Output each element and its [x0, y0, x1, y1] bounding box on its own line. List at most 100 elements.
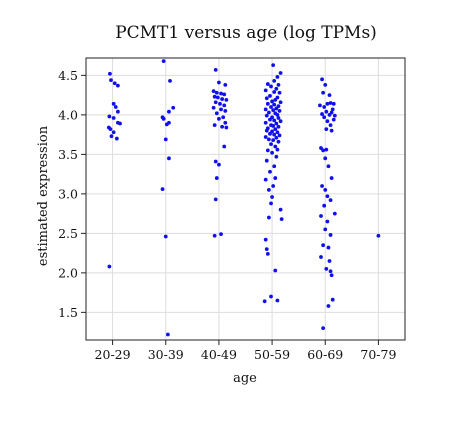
data-point	[275, 112, 280, 117]
data-point	[118, 121, 122, 126]
data-point	[321, 90, 326, 95]
data-point	[109, 134, 114, 139]
series-40-49	[211, 67, 229, 238]
data-point	[269, 294, 273, 299]
data-point	[264, 128, 269, 133]
data-point	[165, 332, 170, 337]
y-tick-label: 1.5	[58, 305, 78, 320]
data-point	[264, 113, 269, 118]
data-point	[329, 176, 334, 180]
data-point	[220, 124, 225, 129]
data-point	[161, 116, 166, 121]
chart-title: PCMT1 versus age (log TPMs)	[115, 23, 377, 43]
data-point	[223, 109, 228, 113]
data-point	[263, 88, 268, 93]
data-point	[268, 131, 272, 136]
data-point	[266, 215, 271, 220]
data-point	[164, 122, 169, 127]
data-point	[277, 133, 282, 138]
data-point	[265, 148, 270, 153]
data-point	[214, 176, 219, 180]
data-point	[271, 138, 276, 143]
x-tick-label: 70-79	[360, 347, 396, 362]
data-point	[163, 137, 168, 142]
data-point	[326, 164, 331, 169]
data-point	[213, 197, 218, 202]
x-axis-label: age	[233, 371, 257, 386]
data-point	[111, 116, 116, 120]
data-point	[279, 217, 284, 222]
data-point	[266, 110, 271, 115]
data-point	[331, 117, 336, 122]
data-point	[163, 234, 168, 239]
data-point	[326, 245, 331, 250]
data-point	[212, 233, 217, 238]
data-point	[320, 77, 324, 82]
data-point	[276, 124, 281, 129]
data-point	[271, 124, 276, 128]
data-point	[224, 125, 229, 130]
data-point	[331, 101, 336, 106]
data-point	[272, 118, 277, 123]
data-point	[269, 142, 273, 147]
data-point	[223, 120, 228, 125]
series-30-39	[160, 59, 176, 337]
data-point	[329, 273, 334, 278]
data-point	[273, 176, 278, 180]
data-point	[217, 162, 221, 167]
data-point	[270, 150, 274, 155]
data-point	[269, 201, 273, 206]
data-point	[273, 127, 278, 131]
data-point	[324, 127, 329, 131]
y-tick-label: 4.5	[58, 68, 78, 83]
data-point	[222, 103, 227, 108]
data-point	[213, 159, 218, 164]
data-point	[270, 99, 274, 104]
data-point	[219, 107, 223, 112]
data-point	[211, 105, 216, 110]
data-point	[275, 130, 280, 135]
series-70-79	[376, 233, 381, 238]
data-point	[268, 169, 272, 174]
data-point	[327, 259, 332, 263]
data-point	[272, 164, 277, 169]
data-point	[167, 109, 171, 114]
data-point	[215, 95, 220, 100]
data-point	[269, 105, 273, 109]
data-point	[323, 156, 328, 161]
data-point	[109, 78, 113, 83]
data-point	[211, 89, 216, 94]
data-point	[322, 203, 327, 208]
data-point	[161, 59, 166, 64]
data-point	[273, 268, 278, 273]
data-point	[328, 101, 333, 105]
data-point	[320, 112, 324, 116]
data-point	[332, 211, 337, 216]
data-point	[325, 219, 330, 224]
data-point	[171, 105, 176, 110]
data-point	[212, 123, 217, 128]
axis-ticks: 20-29 30-39 40-49 50-59 60-69 70-79 1.5 2.0 2.5 3…	[58, 68, 396, 362]
y-tick-label: 4.0	[58, 107, 78, 122]
data-point	[376, 233, 381, 238]
x-tick-label: 20-29	[95, 347, 131, 362]
x-tick-label: 40-49	[201, 347, 237, 362]
data-point	[116, 109, 120, 114]
data-point	[330, 107, 335, 112]
y-axis-label: estimated expression	[36, 125, 51, 266]
data-point	[272, 102, 277, 107]
data-point	[323, 82, 328, 87]
data-point	[214, 111, 219, 116]
data-point	[323, 188, 328, 192]
data-point	[217, 80, 221, 85]
data-point	[319, 214, 323, 218]
plot-frame	[85, 57, 406, 341]
data-point	[213, 100, 218, 105]
data-point	[212, 94, 217, 99]
data-point	[112, 81, 117, 86]
data-point	[321, 326, 326, 331]
data-point	[319, 255, 323, 259]
data-point	[263, 177, 268, 182]
data-point	[220, 97, 225, 101]
data-point	[167, 156, 171, 161]
